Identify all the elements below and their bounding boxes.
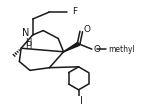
Polygon shape: [64, 42, 79, 52]
Text: O: O: [94, 45, 101, 54]
Text: F: F: [72, 7, 78, 16]
Text: H: H: [26, 38, 32, 47]
Text: O: O: [84, 25, 91, 34]
Text: I: I: [80, 96, 83, 106]
Text: H: H: [25, 42, 31, 51]
Text: N: N: [22, 28, 29, 38]
Text: methyl: methyl: [109, 45, 135, 54]
